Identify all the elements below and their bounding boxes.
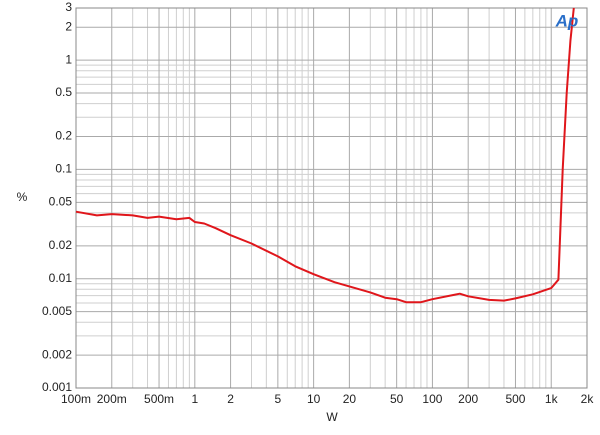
logo: Ap: [555, 11, 579, 30]
y-tick-label: 1: [65, 52, 72, 66]
y-tick-label: 2: [65, 19, 72, 33]
x-tick-label: 2k: [581, 392, 595, 406]
x-tick-label: 200: [458, 392, 478, 406]
y-tick-label: 3: [65, 0, 72, 14]
data-line: [75, 7, 575, 304]
y-tick-label: 0.005: [42, 304, 72, 318]
x-tick-label: 50: [390, 392, 404, 406]
x-tick-label: 1k: [545, 392, 559, 406]
y-tick-label: 0.5: [55, 85, 72, 99]
x-tick-label: 200m: [97, 392, 127, 406]
x-axis-label: W: [326, 410, 338, 424]
x-tick-label: 5: [275, 392, 282, 406]
y-tick-label: 0.2: [55, 129, 72, 143]
y-tick-label: 0.01: [49, 271, 73, 285]
y-axis-label: %: [17, 190, 28, 204]
x-tick-label: 100: [422, 392, 442, 406]
plot-frame: [75, 7, 588, 389]
y-tick-label: 0.1: [55, 162, 72, 176]
y-tick-label: 0.002: [42, 347, 72, 361]
y-tick-label: 0.001: [42, 380, 72, 394]
x-tick-label: 500m: [144, 392, 174, 406]
x-tick-label: 10: [307, 392, 321, 406]
x-tick-label: 20: [343, 392, 357, 406]
x-tick-label: 500: [505, 392, 525, 406]
x-tick-label: 2: [227, 392, 234, 406]
x-tick-label: 100m: [61, 392, 91, 406]
x-tick-label: 1: [191, 392, 198, 406]
y-tick-label: 0.05: [49, 194, 73, 208]
y-tick-label: 0.02: [49, 238, 73, 252]
